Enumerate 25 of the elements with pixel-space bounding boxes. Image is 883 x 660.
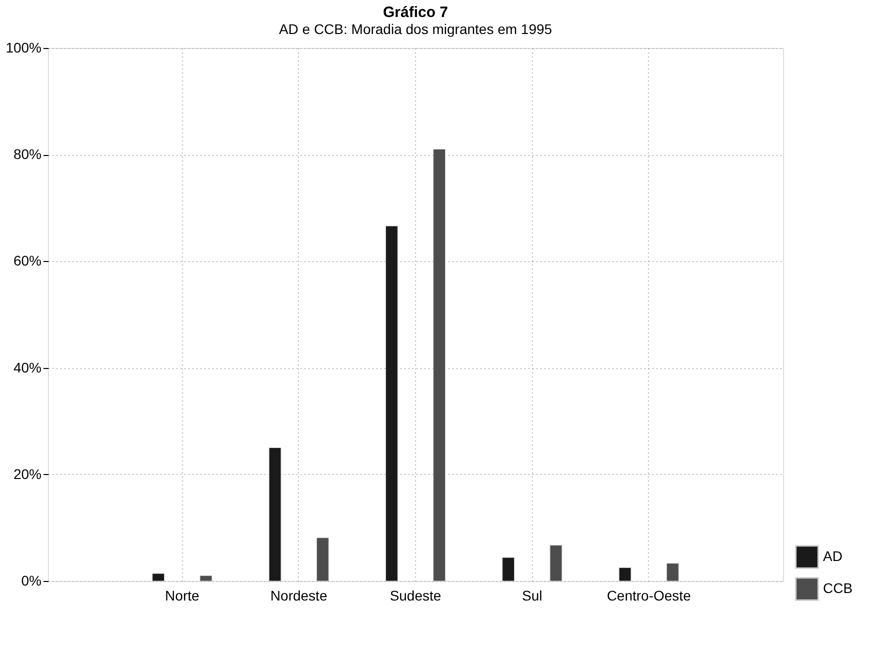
legend-label: CCB — [823, 580, 853, 596]
bar — [152, 573, 165, 582]
bar — [316, 538, 329, 582]
y-tick-label: 80% — [13, 146, 42, 162]
bar — [433, 149, 446, 582]
bar — [502, 557, 515, 582]
chart-title: Gráfico 7 — [382, 4, 448, 21]
bar — [618, 567, 632, 582]
bar — [200, 575, 212, 582]
y-tick-label: 60% — [13, 252, 42, 269]
bar — [550, 545, 562, 582]
y-tick-label: 0% — [21, 572, 42, 588]
bar — [268, 448, 282, 582]
x-tick-label: Sul — [522, 588, 542, 604]
bar — [385, 226, 398, 582]
x-tick-label: Sudeste — [390, 588, 442, 604]
legend-label: AD — [823, 548, 842, 564]
y-tick-label: 40% — [13, 359, 42, 376]
bar — [666, 563, 679, 582]
x-tick-label: Norte — [165, 588, 200, 604]
y-tick-label: 20% — [13, 466, 42, 482]
x-tick-label: Nordeste — [270, 588, 328, 604]
chart-subtitle: AD e CCB: Moradia dos migrantes em 1995 — [278, 21, 552, 37]
y-tick-label: 100% — [6, 40, 42, 56]
x-tick-label: Centro-Oeste — [606, 588, 692, 604]
